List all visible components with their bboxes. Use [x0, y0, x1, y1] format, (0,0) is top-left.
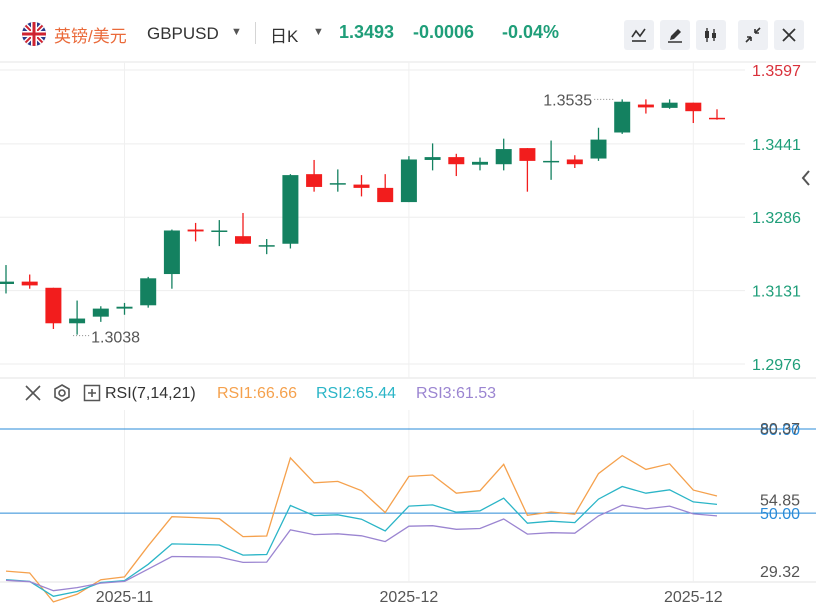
candle-body	[329, 183, 346, 185]
close-icon	[782, 28, 796, 42]
candle-body	[211, 230, 228, 232]
candle-body	[709, 117, 725, 120]
candles	[0, 99, 725, 335]
chart-type-button[interactable]	[696, 20, 726, 50]
time-axis-label: 2025-11	[96, 589, 154, 606]
low-annotation: 1.3038	[91, 330, 140, 347]
drawing-tool-button[interactable]	[660, 20, 690, 50]
candle-body	[69, 318, 86, 324]
close-button[interactable]	[774, 20, 804, 50]
candle-body	[590, 139, 607, 159]
candle-body	[543, 160, 560, 163]
chart-header: 英镑/美元 GBPUSD ▼ 日K ▼ 1.3493 -0.0006 -0.04…	[0, 0, 816, 62]
period-dropdown-caret-icon[interactable]: ▼	[313, 26, 324, 38]
time-axis-label: 2025-12	[664, 589, 723, 606]
candle-body	[519, 148, 536, 161]
candle-body	[424, 157, 441, 160]
price-axis-label: 1.3441	[752, 137, 801, 154]
candle-body	[235, 236, 251, 244]
candle-body	[637, 104, 654, 108]
candle-body	[258, 245, 275, 247]
price-change: -0.0006	[413, 22, 475, 42]
candle-body	[400, 159, 417, 203]
high-annotation: 1.3535	[543, 92, 592, 109]
pair-dropdown-caret-icon[interactable]: ▼	[231, 26, 242, 38]
chart-grid	[0, 61, 816, 583]
candle-body	[92, 308, 109, 317]
price-axis-label: 1.3286	[752, 210, 801, 227]
time-axis-label: 2025-12	[380, 589, 439, 606]
rsi1-value: RSI1:66.66	[217, 385, 298, 402]
candle-body	[353, 184, 370, 188]
add-indicator-icon[interactable]	[83, 384, 101, 402]
draw-lines-icon	[631, 28, 646, 42]
candlestick-icon	[705, 28, 716, 42]
candle-body	[0, 281, 14, 284]
price-axis-label: 1.3131	[752, 284, 801, 301]
rsi-axis-label: 54.85	[760, 492, 800, 509]
candle-body	[140, 278, 157, 306]
pencil-icon	[668, 29, 682, 43]
rsi-indicator-name: RSI(7,14,21)	[105, 385, 196, 402]
candle-body	[448, 157, 465, 165]
candle-body	[21, 281, 38, 286]
pair-name[interactable]: 英镑/美元	[54, 27, 127, 46]
chevron-left-icon[interactable]	[796, 160, 816, 196]
candle-body	[566, 159, 583, 165]
candle-body	[282, 175, 299, 244]
collapse-icon	[745, 27, 761, 43]
rsi-axis-label: 50.00	[760, 506, 800, 523]
period-selector[interactable]: 日K	[270, 27, 299, 46]
candle-body	[377, 187, 394, 203]
rsi3-value: RSI3:61.53	[416, 385, 497, 402]
uk-flag-icon	[22, 22, 46, 46]
candle-body	[614, 101, 631, 133]
draw-lines-button[interactable]	[624, 20, 654, 50]
rsi-axis-label: 29.32	[760, 564, 800, 581]
rsi-lines	[5, 454, 718, 603]
price-change-percent: -0.04%	[502, 22, 560, 42]
settings-icon[interactable]	[53, 384, 71, 402]
rsi-line-rsi1	[5, 454, 718, 603]
pair-code[interactable]: GBPUSD	[147, 24, 219, 43]
rsi-line-rsi3	[5, 504, 718, 592]
candle-body	[661, 102, 678, 108]
candle-body	[45, 287, 62, 324]
current-price: 1.3493	[339, 22, 395, 42]
close-icon[interactable]	[24, 384, 42, 402]
rsi-legend: RSI(7,14,21) RSI1:66.66 RSI2:65.44 RSI3:…	[0, 380, 600, 408]
candle-body	[685, 102, 702, 112]
rsi-axis-label: 80.37	[760, 421, 800, 438]
price-axis-label: 1.3597	[752, 63, 801, 80]
candle-body	[495, 149, 512, 165]
candle-body	[187, 229, 204, 232]
price-axis-label: 1.2976	[752, 357, 801, 374]
rsi-line-rsi2	[5, 485, 718, 597]
candle-body	[306, 174, 323, 187]
collapse-button[interactable]	[738, 20, 768, 50]
rsi-axis-label: 80.00	[760, 422, 800, 439]
header-divider	[255, 22, 256, 44]
rsi2-value: RSI2:65.44	[316, 385, 397, 402]
candle-body	[472, 161, 488, 165]
chart-labels: 1.3597 1.3441 1.3286 1.3131 1.2976 2025-11 202…	[73, 63, 801, 606]
candle-body	[163, 230, 180, 275]
candle-body	[116, 306, 133, 309]
